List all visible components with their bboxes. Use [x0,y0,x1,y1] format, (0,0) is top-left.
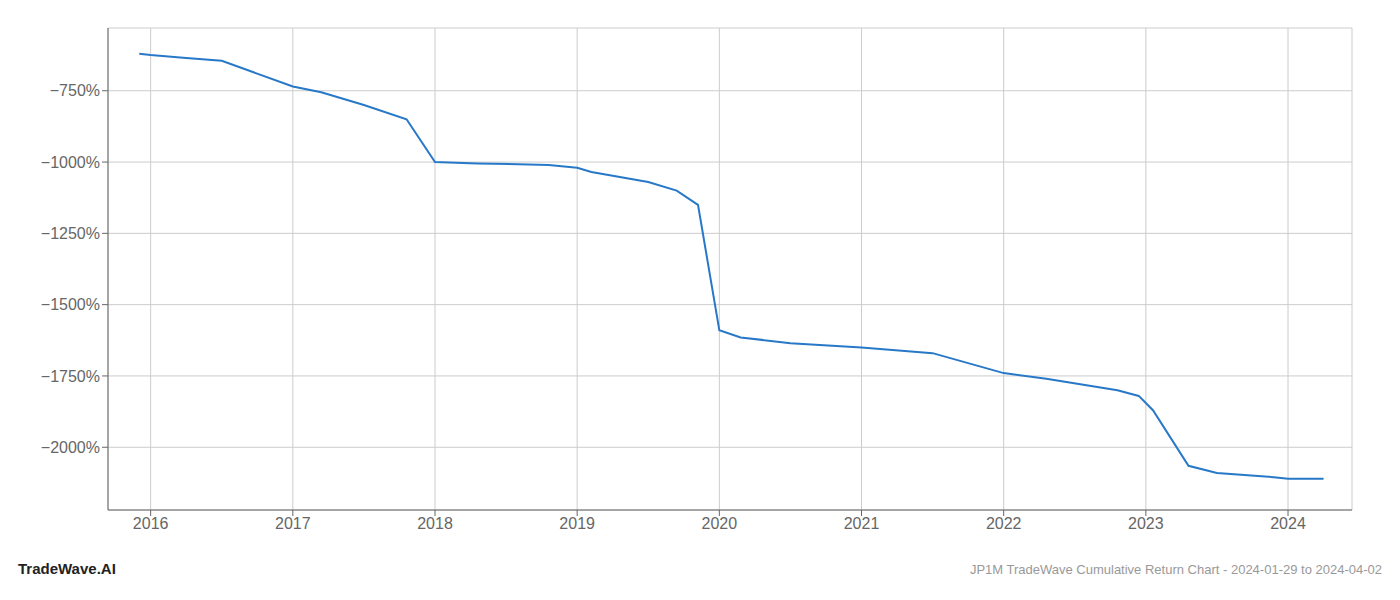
svg-text:2018: 2018 [417,515,453,532]
svg-text:2020: 2020 [702,515,738,532]
svg-text:2024: 2024 [1270,515,1306,532]
svg-text:2023: 2023 [1128,515,1164,532]
svg-text:2016: 2016 [133,515,169,532]
svg-text:2021: 2021 [844,515,880,532]
svg-text:−1750%: −1750% [41,368,100,385]
html-text:TradeWave.AI: TradeWave.AI [18,560,116,577]
svg-text:−1500%: −1500% [41,296,100,313]
html-text:JP1M TradeWave Cumulative Retu: JP1M TradeWave Cumulative Return Chart -… [969,562,1382,577]
svg-text:−2000%: −2000% [41,439,100,456]
svg-text:−1000%: −1000% [41,154,100,171]
svg-text:−1250%: −1250% [41,225,100,242]
svg-text:2022: 2022 [986,515,1022,532]
svg-text:2017: 2017 [275,515,311,532]
svg-text:−750%: −750% [50,82,100,99]
svg-text:2019: 2019 [559,515,595,532]
